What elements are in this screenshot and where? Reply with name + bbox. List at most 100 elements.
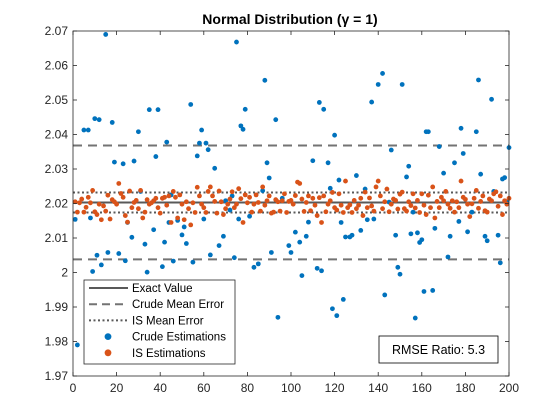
crude-estimation-point: [432, 225, 438, 231]
crude-estimation-point: [153, 154, 159, 159]
is-estimation-point: [218, 199, 224, 205]
crude-estimation-point: [482, 233, 488, 239]
crude-estimation-point: [262, 77, 268, 83]
is-estimation-point: [336, 191, 342, 197]
crude-estimation-point: [327, 185, 333, 191]
is-estimation-point: [79, 196, 85, 202]
is-estimation-point: [388, 201, 394, 207]
is-estimation-point: [114, 201, 119, 207]
is-estimation-point: [443, 189, 449, 194]
crude-estimation-point: [268, 250, 274, 255]
is-estimation-point: [334, 207, 340, 213]
crude-estimation-point: [151, 227, 157, 233]
crude-estimation-point: [358, 228, 364, 233]
crude-estimation-point: [251, 264, 257, 270]
crude-estimation-point: [354, 173, 359, 178]
crude-estimation-point: [264, 160, 270, 166]
crude-estimation-point: [399, 82, 405, 87]
crude-estimation-point: [129, 234, 135, 240]
is-estimation-point: [271, 209, 276, 215]
is-estimation-point: [497, 193, 503, 199]
is-estimation-point: [144, 197, 150, 203]
is-estimation-point: [190, 200, 196, 206]
is-estimation-point: [369, 203, 375, 209]
is-estimation-point: [340, 210, 346, 215]
crude-estimation-point: [306, 219, 311, 225]
crude-estimation-point: [194, 153, 200, 159]
crude-estimation-point: [190, 259, 196, 265]
crude-estimation-point: [447, 233, 453, 239]
crude-estimation-point: [88, 215, 93, 221]
crude-estimation-point: [404, 174, 409, 180]
is-estimation-point: [96, 201, 102, 207]
crude-estimation-point: [203, 140, 209, 146]
is-estimation-point: [138, 187, 143, 193]
is-estimation-point: [458, 178, 464, 184]
is-estimation-point: [343, 178, 348, 184]
is-estimation-point: [173, 194, 178, 200]
is-estimation-point: [428, 205, 433, 211]
is-estimation-point: [282, 191, 287, 197]
is-estimation-point: [323, 209, 329, 215]
crude-estimation-point: [349, 232, 355, 238]
legend-item: Exact Value: [89, 283, 193, 295]
is-estimation-point: [142, 209, 148, 215]
is-estimation-point: [454, 199, 460, 205]
crude-estimation-point: [340, 297, 346, 302]
is-estimation-point: [231, 205, 237, 211]
crude-estimation-point: [473, 129, 479, 135]
crude-estimation-point: [388, 147, 394, 153]
rmse-annotation-box: [378, 335, 499, 364]
is-estimation-point: [175, 215, 181, 221]
is-estimation-point: [377, 193, 383, 199]
is-estimation-point: [199, 201, 205, 207]
is-estimation-point: [90, 187, 96, 193]
crude-estimation-point: [375, 82, 381, 87]
crude-estimation-point: [146, 107, 152, 113]
crude-estimation-point: [452, 160, 457, 166]
crude-estimation-point: [205, 147, 211, 153]
crude-estimation-point: [319, 268, 324, 274]
is-estimation-point: [177, 192, 183, 198]
legend-label: Crude Mean Error: [132, 299, 224, 311]
crude-estimation-point: [338, 220, 344, 225]
is-estimation-point: [94, 212, 100, 217]
crude-estimation-point: [425, 129, 431, 135]
is-estimation-point: [253, 192, 259, 198]
is-estimation-point: [430, 184, 436, 190]
is-estimation-point: [240, 220, 246, 225]
crude-estimation-point: [223, 198, 229, 204]
crude-estimations-series: [72, 32, 512, 348]
crude-estimation-point: [299, 273, 305, 279]
chart-title: Normal Distribution (γ = 1): [202, 11, 377, 27]
crude-estimation-point: [292, 229, 298, 235]
is-estimation-point: [382, 199, 388, 205]
crude-estimation-point: [142, 241, 148, 247]
y-tick-label: 1.99: [45, 300, 69, 314]
is-estimation-point: [98, 217, 104, 223]
y-tick-label: 2.05: [45, 93, 69, 107]
crude-estimation-point: [170, 258, 176, 264]
crude-estimation-point: [469, 209, 475, 215]
x-axis-ticks: 0 20 40 60 80 100 120 140 160 180 200: [70, 31, 519, 395]
is-estimation-point: [308, 208, 314, 214]
crude-estimation-point: [242, 106, 248, 112]
crude-estimation-point: [92, 116, 98, 122]
is-estimation-point: [262, 202, 268, 208]
is-estimation-point: [88, 200, 93, 206]
crude-estimation-point: [116, 251, 122, 256]
is-estimation-point: [380, 206, 385, 212]
is-estimation-point: [436, 205, 442, 211]
x-tick-label: 200: [499, 381, 519, 395]
crude-estimation-point: [74, 342, 80, 348]
crude-estimation-point: [201, 216, 207, 222]
legend-marker: [104, 333, 112, 340]
is-estimation-point: [375, 178, 381, 184]
crude-estimation-point: [216, 243, 222, 248]
y-tick-label: 1.98: [45, 335, 69, 349]
is-estimation-point: [319, 220, 324, 225]
x-tick-label: 20: [110, 381, 124, 395]
crude-estimation-point: [458, 125, 464, 131]
is-estimation-point: [207, 184, 213, 190]
